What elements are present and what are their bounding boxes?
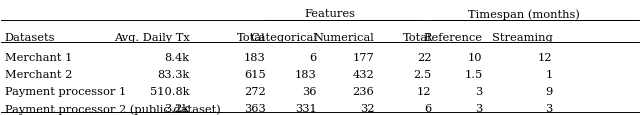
Text: Datasets: Datasets bbox=[4, 33, 55, 43]
Text: 36: 36 bbox=[302, 87, 317, 96]
Text: 510.8k: 510.8k bbox=[150, 87, 189, 96]
Text: Avg. Daily Tx: Avg. Daily Tx bbox=[114, 33, 189, 43]
Text: 32: 32 bbox=[360, 104, 374, 113]
Text: 236: 236 bbox=[353, 87, 374, 96]
Text: 183: 183 bbox=[244, 53, 266, 63]
Text: 2.5: 2.5 bbox=[413, 70, 431, 80]
Text: 615: 615 bbox=[244, 70, 266, 80]
Text: Merchant 2: Merchant 2 bbox=[4, 70, 72, 80]
Text: 3: 3 bbox=[476, 104, 483, 113]
Text: 10: 10 bbox=[468, 53, 483, 63]
Text: Timespan (months): Timespan (months) bbox=[468, 9, 580, 20]
Text: 363: 363 bbox=[244, 104, 266, 113]
Text: 8.4k: 8.4k bbox=[164, 53, 189, 63]
Text: Reference: Reference bbox=[424, 33, 483, 43]
Text: 331: 331 bbox=[295, 104, 317, 113]
Text: 432: 432 bbox=[353, 70, 374, 80]
Text: 1.5: 1.5 bbox=[464, 70, 483, 80]
Text: 272: 272 bbox=[244, 87, 266, 96]
Text: 177: 177 bbox=[353, 53, 374, 63]
Text: 3: 3 bbox=[476, 87, 483, 96]
Text: Payment processor 1: Payment processor 1 bbox=[4, 87, 126, 96]
Text: Payment processor 2 (public dataset): Payment processor 2 (public dataset) bbox=[4, 104, 220, 114]
Text: Categorical: Categorical bbox=[250, 33, 317, 43]
Text: 22: 22 bbox=[417, 53, 431, 63]
Text: Total: Total bbox=[237, 33, 266, 43]
Text: Total: Total bbox=[403, 33, 431, 43]
Text: 12: 12 bbox=[417, 87, 431, 96]
Text: 6: 6 bbox=[424, 104, 431, 113]
Text: 12: 12 bbox=[538, 53, 552, 63]
Text: 83.3k: 83.3k bbox=[157, 70, 189, 80]
Text: Features: Features bbox=[304, 9, 355, 19]
Text: Merchant 1: Merchant 1 bbox=[4, 53, 72, 63]
Text: 1: 1 bbox=[545, 70, 552, 80]
Text: 9: 9 bbox=[545, 87, 552, 96]
Text: Numerical: Numerical bbox=[314, 33, 374, 43]
Text: 6: 6 bbox=[310, 53, 317, 63]
Text: Streaming: Streaming bbox=[492, 33, 552, 43]
Text: 183: 183 bbox=[295, 70, 317, 80]
Text: 3: 3 bbox=[545, 104, 552, 113]
Text: 3.2k: 3.2k bbox=[164, 104, 189, 113]
